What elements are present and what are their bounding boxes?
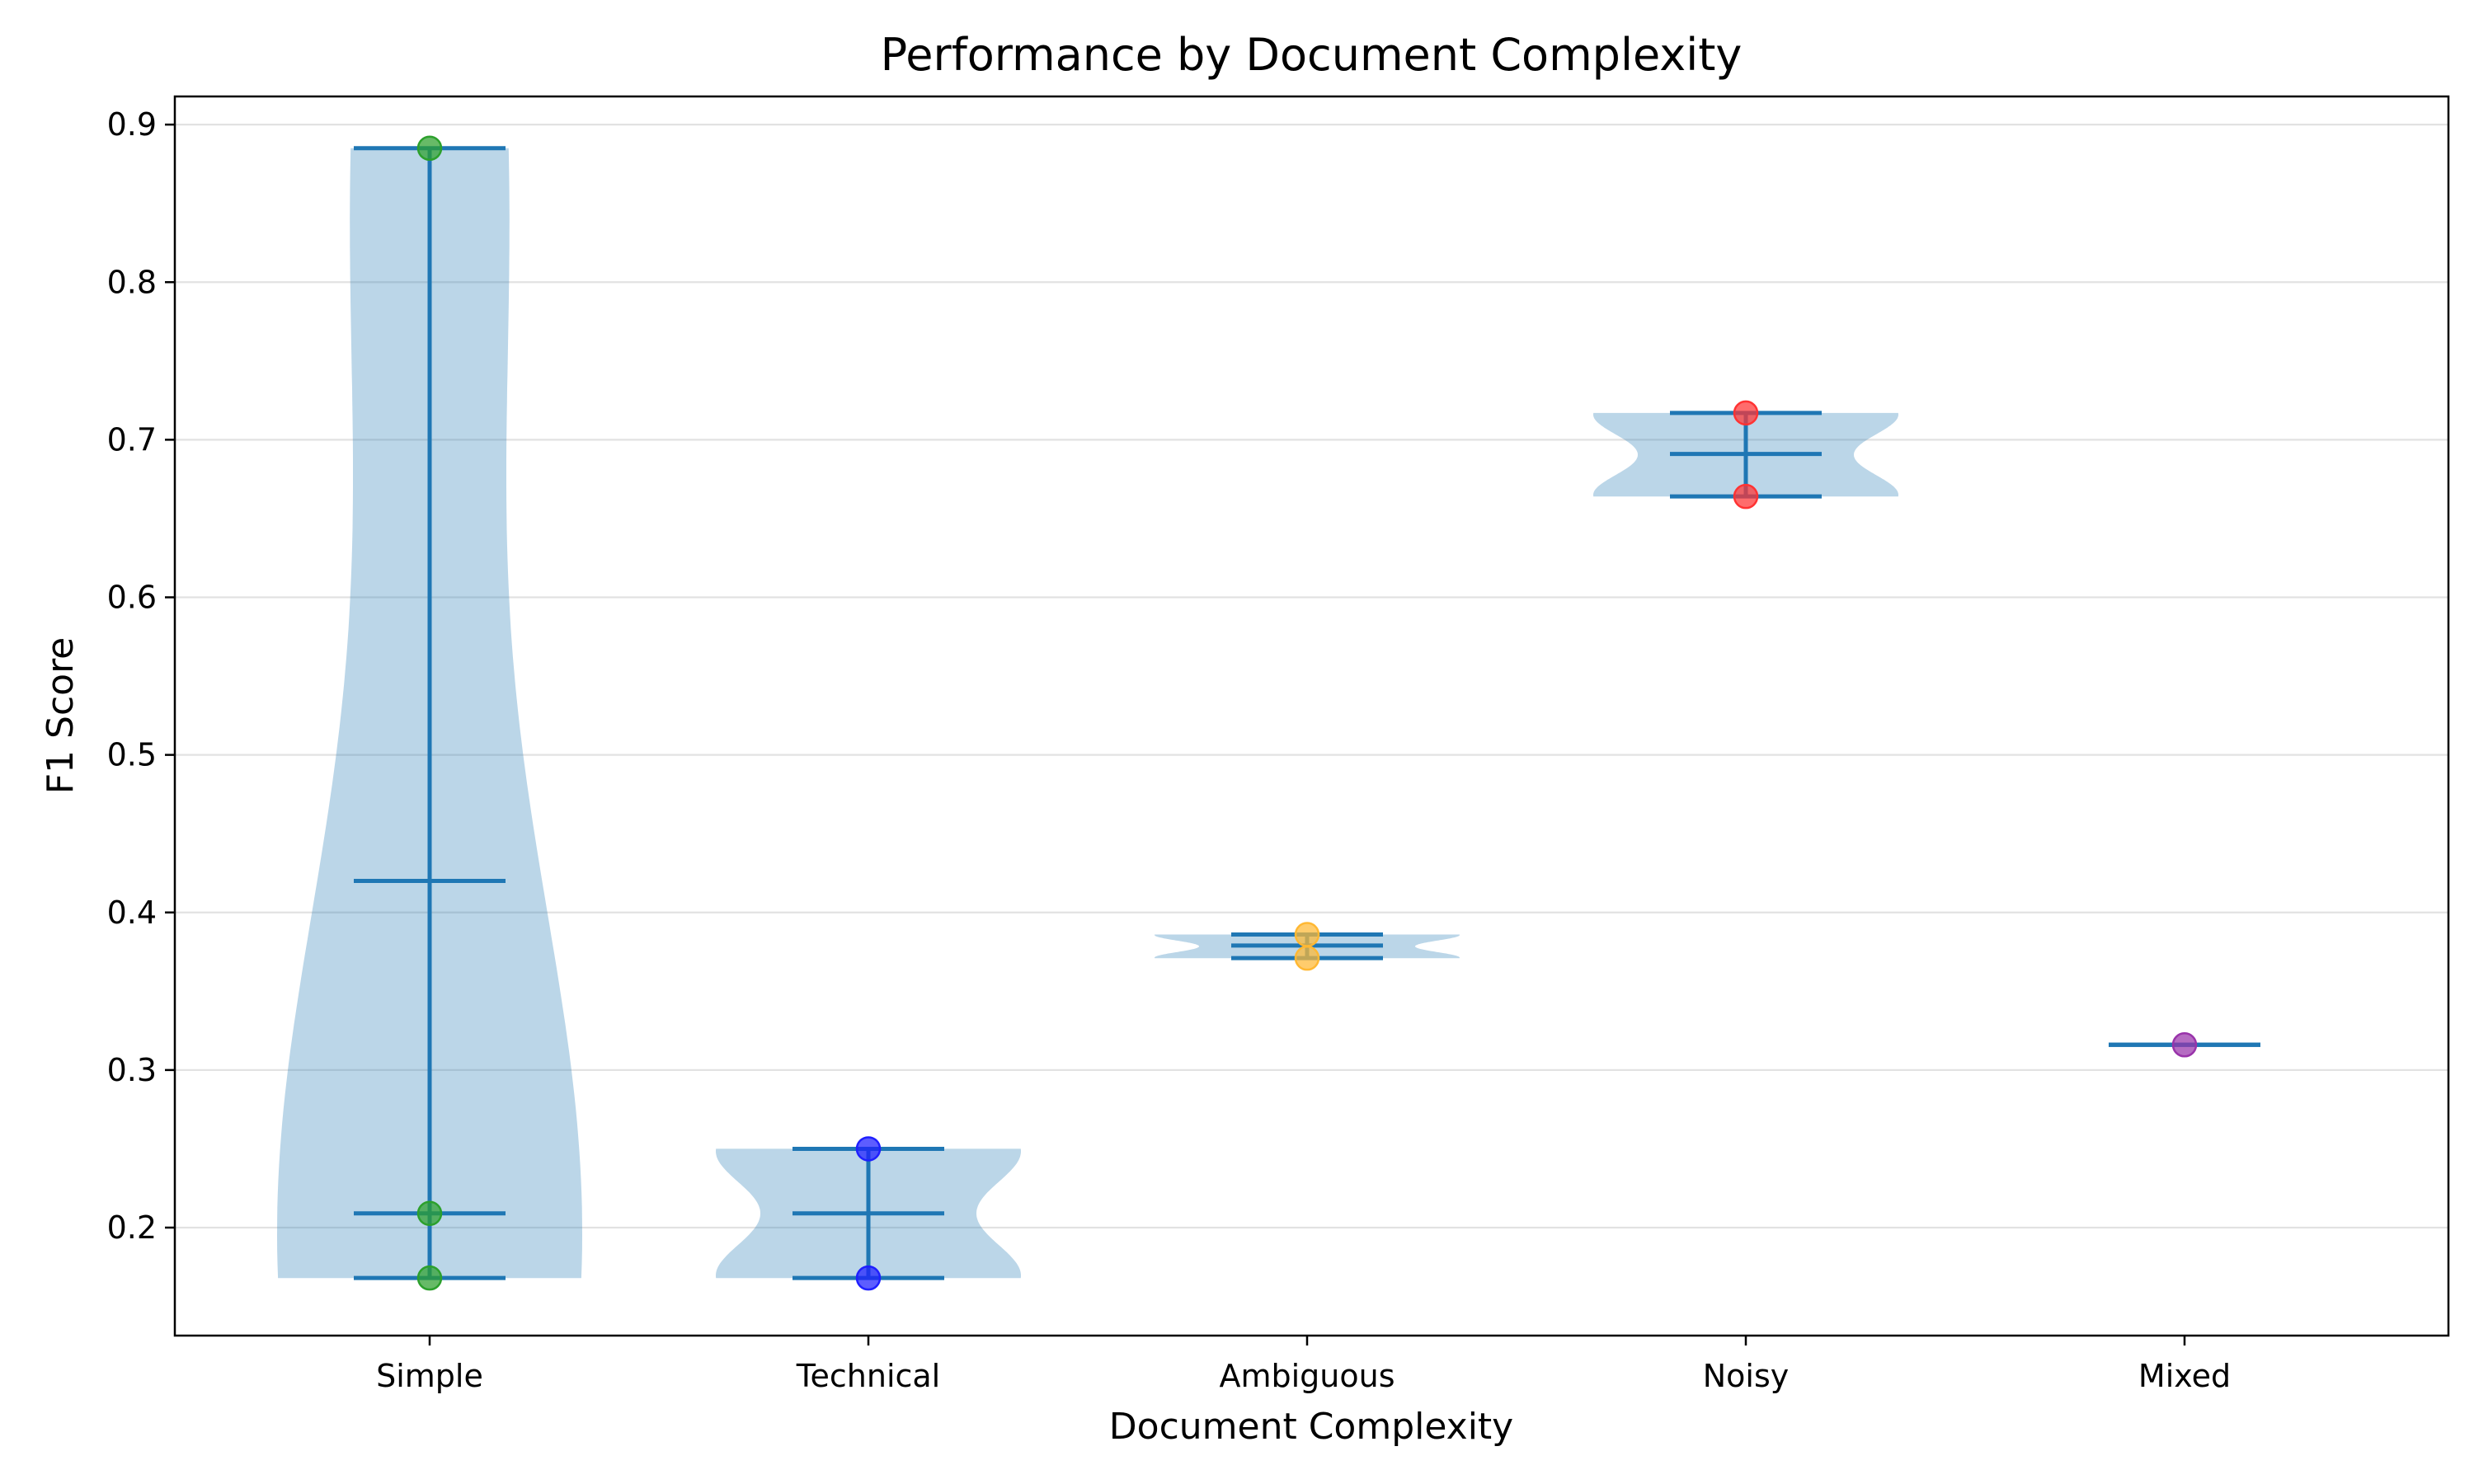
data-point — [2171, 1032, 2198, 1058]
stat-bar-layer — [354, 146, 2260, 1280]
data-point — [416, 1200, 443, 1227]
data-point — [855, 1136, 882, 1162]
data-point — [855, 1265, 882, 1291]
chart-title: Performance by Document Complexity — [881, 29, 1743, 81]
x-tick-label: Noisy — [1703, 1358, 1790, 1394]
y-tick-label: 0.5 — [107, 737, 157, 773]
y-axis-label: F1 Score — [40, 637, 82, 795]
violin-layer — [277, 148, 1898, 1279]
x-tick-label: Ambiguous — [1219, 1358, 1395, 1394]
y-tick-label: 0.7 — [107, 421, 157, 458]
y-tick-label: 0.3 — [107, 1052, 157, 1088]
y-tick-label: 0.8 — [107, 264, 157, 300]
y-tick-label: 0.2 — [107, 1209, 157, 1246]
data-point — [1733, 483, 1759, 510]
y-tick-label: 0.4 — [107, 895, 157, 931]
x-tick-label: Technical — [796, 1358, 941, 1394]
data-point — [416, 1265, 443, 1291]
y-tick-label: 0.9 — [107, 106, 157, 143]
data-point — [416, 135, 443, 162]
x-tick-label: Simple — [376, 1358, 483, 1394]
plot-frame — [173, 95, 2450, 1337]
grid-layer — [175, 124, 2448, 1229]
x-axis-label: Document Complexity — [1109, 1406, 1513, 1448]
data-point — [1294, 945, 1320, 971]
y-tick-label: 0.6 — [107, 580, 157, 616]
data-point — [1294, 922, 1320, 947]
data-point-layer — [416, 135, 2198, 1291]
x-tick-label: Mixed — [2138, 1358, 2231, 1394]
x-axis-ticks: Simple Technical Ambiguous Noisy Mixed — [376, 1336, 2231, 1394]
y-axis-ticks: 0.2 0.3 0.4 0.5 0.6 0.7 0.8 0.9 — [107, 106, 175, 1246]
data-point — [1733, 400, 1759, 426]
